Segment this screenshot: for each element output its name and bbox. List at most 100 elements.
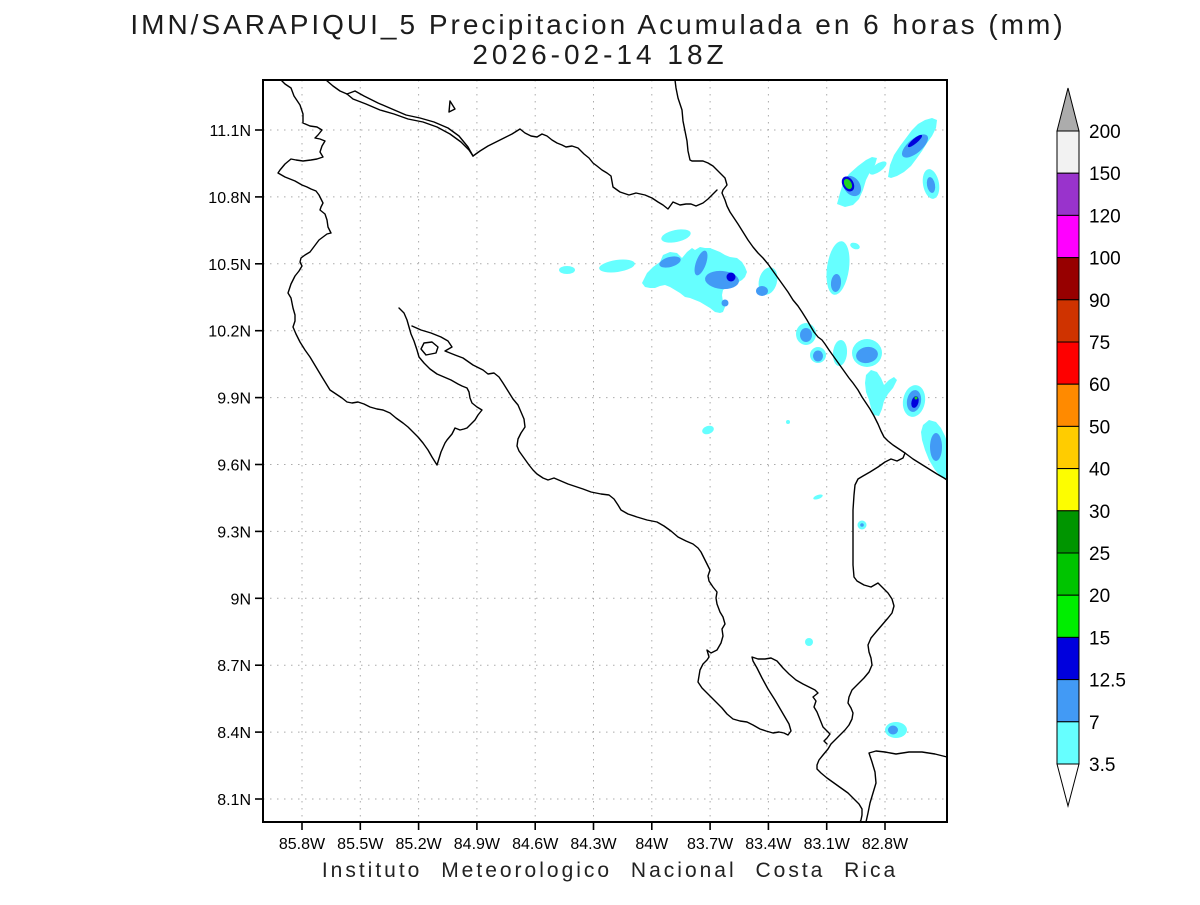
plot-subtitle: 2026-02-14 18Z [472, 39, 727, 70]
x-tick-label: 83.4W [745, 836, 792, 853]
colorbar-band [1056, 510, 1080, 554]
colorbar-band [1056, 468, 1080, 512]
x-tick-label: 85.2W [395, 836, 442, 853]
colorbar-label: 60 [1089, 375, 1110, 396]
colorbar-label: 120 [1089, 206, 1121, 227]
y-tick-label: 9.6N [217, 458, 251, 475]
colorbar-band [1056, 130, 1080, 174]
precip-cell [850, 242, 860, 250]
colorbar-label: 75 [1089, 333, 1110, 354]
colorbar-band [1056, 257, 1080, 301]
coastline-path [472, 128, 718, 210]
precip-cell [661, 229, 691, 243]
colorbar-label: 3.5 [1089, 755, 1115, 776]
coastline-path [904, 452, 948, 481]
precip-shading [559, 118, 947, 738]
y-tick-label: 9.9N [217, 391, 251, 408]
precip-cell [805, 638, 813, 646]
colorbar-band [1056, 594, 1080, 638]
precip-cell [813, 350, 823, 362]
precip-cell [856, 346, 878, 364]
colorbar-label: 25 [1089, 544, 1110, 565]
precip-cell [914, 396, 918, 400]
axis-tick-labels: 85.8W 85.5W 85.2W 84.9W 84.6W 84.3W 84W 83.7W 83… [208, 123, 909, 853]
colorbar-label: 150 [1089, 164, 1121, 185]
coastline-path [411, 325, 831, 745]
precip-cell [659, 256, 681, 268]
x-tick-label: 85.5W [337, 836, 384, 853]
colorbar-label: 30 [1089, 502, 1110, 523]
y-tick-label: 9N [231, 591, 251, 608]
precip-cell [901, 134, 929, 158]
colorbar-band [1056, 721, 1080, 765]
precip-cell [813, 494, 823, 500]
y-tick-label: 8.7N [217, 658, 251, 675]
coastline [277, 79, 948, 823]
precip-cell [559, 266, 575, 274]
colorbar-band [1056, 299, 1080, 343]
x-tick-label: 84.3W [570, 836, 617, 853]
colorbar-label: 7 [1089, 713, 1100, 734]
footer-caption: Instituto Meteorologico Nacional Costa R… [322, 859, 898, 882]
precip-cell [865, 370, 897, 416]
precip-cell [907, 134, 923, 148]
colorbar-band [1056, 214, 1080, 259]
colorbar-band [1056, 383, 1080, 427]
precip-cell [926, 177, 936, 193]
colorbar-band [1056, 636, 1080, 681]
precip-cell [694, 250, 708, 276]
colorbar-arrow-below [1056, 763, 1080, 808]
coastline-path [865, 750, 948, 823]
colorbar-band [1056, 172, 1080, 216]
y-tick-label: 8.4N [217, 725, 251, 742]
grid-lines [263, 80, 947, 822]
colorbar-label: 100 [1089, 249, 1121, 270]
precip-cell [599, 259, 635, 273]
colorbar-label: 12.5 [1089, 671, 1126, 692]
x-tick-label: 84.6W [512, 836, 559, 853]
x-tick-label: 82.8W [862, 836, 909, 853]
precip-cell [800, 328, 812, 342]
plot-title: IMN/SARAPIQUI_5 Precipitacion Acumulada … [130, 9, 1065, 40]
coastline-path [674, 79, 906, 823]
y-tick-label: 10.5N [208, 257, 251, 274]
map-frame [262, 79, 948, 823]
precip-cell [860, 523, 864, 527]
y-tick-label: 10.2N [208, 324, 251, 341]
x-tick-label: 83.1W [804, 836, 851, 853]
coastline-path [346, 90, 474, 157]
colorbar-band [1056, 341, 1080, 385]
y-tick-label: 10.8N [208, 190, 251, 207]
coastline-path [277, 79, 483, 466]
precip-cell [786, 420, 790, 424]
y-tick-label: 8.1N [217, 792, 251, 809]
precip-cell [756, 286, 768, 296]
colorbar-label: 50 [1089, 417, 1110, 438]
colorbar-legend: 200 150 120 100 90 75 60 50 40 30 25 20 15 12.5 7 3.5 [1056, 87, 1126, 808]
colorbar-band [1056, 552, 1080, 596]
precip-cell [930, 433, 942, 461]
y-tick-label: 9.3N [217, 524, 251, 541]
x-tick-label: 84.9W [454, 836, 501, 853]
precip-cell [843, 178, 853, 190]
x-tick-label: 83.7W [687, 836, 734, 853]
colorbar-label: 90 [1089, 291, 1110, 312]
precip-cell [888, 725, 898, 735]
precip-cell [869, 161, 887, 175]
colorbar-label: 20 [1089, 586, 1110, 607]
precip-cell [726, 272, 736, 282]
axis-ticks [255, 129, 886, 830]
colorbar-band [1056, 679, 1080, 723]
coastline-path [346, 93, 474, 157]
precip-cell [830, 274, 842, 292]
x-tick-label: 85.8W [279, 836, 326, 853]
precip-cell [702, 425, 714, 435]
x-tick-label: 84W [635, 836, 669, 853]
colorbar-band [1056, 425, 1080, 470]
colorbar-label: 200 [1089, 122, 1121, 143]
colorbar-label: 40 [1089, 460, 1110, 481]
colorbar-label: 15 [1089, 628, 1110, 649]
